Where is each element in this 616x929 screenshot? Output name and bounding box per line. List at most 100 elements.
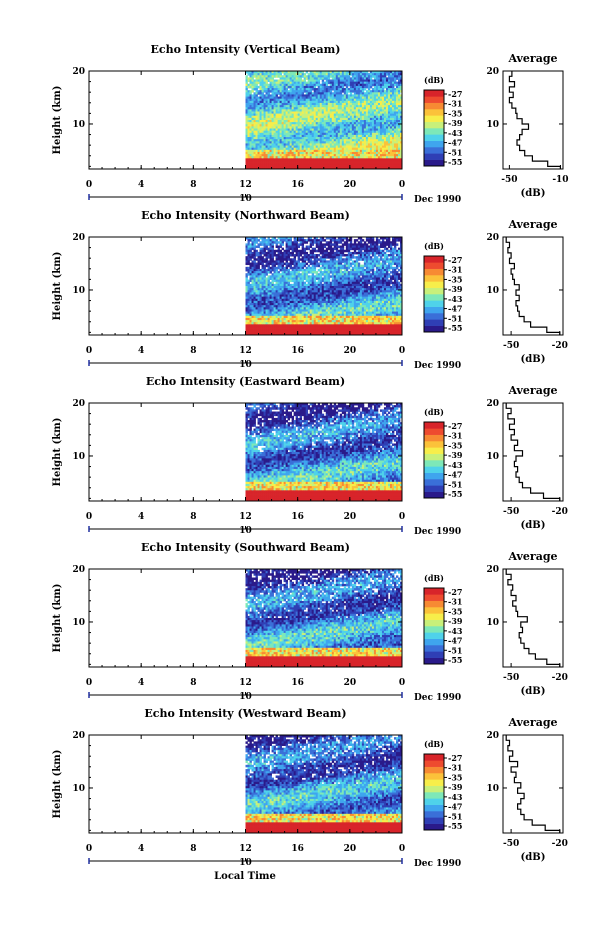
x-tick-label: 12 bbox=[239, 512, 252, 522]
colorbar-segment bbox=[424, 147, 444, 154]
colorbar-segment bbox=[424, 619, 444, 627]
colorbar-label: -51 bbox=[448, 147, 462, 157]
x-tick-label: 0 bbox=[86, 346, 92, 356]
colorbar-segment bbox=[424, 798, 444, 805]
colorbar-label: -27 bbox=[448, 255, 462, 265]
colorbar-label: -51 bbox=[448, 811, 462, 821]
colorbar-label: -51 bbox=[448, 313, 462, 323]
colorbar-label: -35 bbox=[448, 440, 462, 450]
profile-x-label: (dB) bbox=[521, 188, 546, 199]
colorbar-unit: (dB) bbox=[424, 241, 444, 251]
colorbar-label: -35 bbox=[448, 772, 462, 782]
profile-y-tick-label: 20 bbox=[486, 67, 499, 77]
x-tick-label: 20 bbox=[344, 180, 357, 190]
profile-y-tick-label: 10 bbox=[486, 120, 499, 130]
colorbar-segment bbox=[424, 657, 444, 665]
x-tick-label: 0 bbox=[399, 180, 405, 190]
profile-line bbox=[505, 403, 561, 501]
x-tick-label: 16 bbox=[291, 512, 304, 522]
profile-line bbox=[505, 237, 561, 335]
colorbar-segment bbox=[424, 128, 444, 135]
colorbar-label: -47 bbox=[448, 802, 462, 812]
heatmap-cells bbox=[245, 569, 403, 668]
x-tick-label: 12 bbox=[239, 678, 252, 688]
colorbar-segment bbox=[424, 96, 444, 103]
heatmap-cells bbox=[245, 71, 403, 170]
colorbar-segment bbox=[424, 441, 444, 448]
y-tick-label: 20 bbox=[72, 731, 85, 741]
panel-4: Echo Intensity (Southward Beam) 0 4 8 12 16 20… bbox=[52, 541, 568, 703]
colorbar-label: -55 bbox=[448, 157, 462, 167]
colorbar-label: -43 bbox=[448, 128, 463, 138]
profile-title: Average bbox=[507, 384, 557, 397]
colorbar-segment bbox=[424, 766, 444, 774]
profile-frame bbox=[502, 734, 564, 834]
x-tick-label: 8 bbox=[190, 346, 196, 356]
panel-title: Echo Intensity (Eastward Beam) bbox=[146, 375, 345, 388]
colorbar-segment bbox=[424, 760, 444, 767]
date-tick-label: 10 bbox=[239, 858, 252, 868]
profile-y-tick-label: 10 bbox=[486, 618, 499, 628]
profile-y-tick-label: 20 bbox=[486, 565, 499, 575]
colorbar-segment bbox=[424, 319, 444, 326]
colorbar-segment bbox=[424, 594, 444, 601]
colorbar-segment bbox=[424, 460, 444, 467]
profile-x-label: (dB) bbox=[521, 354, 546, 365]
colorbar-frame bbox=[423, 421, 445, 499]
colorbar-label: -35 bbox=[448, 606, 462, 616]
panel-title: Echo Intensity (Westward Beam) bbox=[144, 707, 346, 720]
profile-x-tick-label: -50 bbox=[503, 673, 519, 683]
x-tick-label: 0 bbox=[399, 844, 405, 854]
colorbar-segment bbox=[424, 434, 444, 442]
x-tick-label: 0 bbox=[399, 346, 405, 356]
x-tick-label: 12 bbox=[239, 844, 252, 854]
profile-frame bbox=[502, 402, 564, 502]
colorbar-segment bbox=[424, 140, 444, 148]
colorbar-label: -55 bbox=[448, 489, 462, 499]
colorbar-label: -31 bbox=[448, 597, 462, 607]
colorbar-unit: (dB) bbox=[424, 573, 444, 583]
colorbar-label: -43 bbox=[448, 460, 463, 470]
colorbar-label: -51 bbox=[448, 479, 462, 489]
colorbar-unit: (dB) bbox=[424, 407, 444, 417]
panel-1: Echo Intensity (Vertical Beam) 0 4 8 12 16 20 0… bbox=[52, 43, 569, 205]
colorbar-segment bbox=[424, 817, 444, 824]
x-tick-label: 20 bbox=[344, 346, 357, 356]
colorbar-label: -47 bbox=[448, 304, 462, 314]
colorbar-label: -27 bbox=[448, 421, 462, 431]
profile-line bbox=[505, 735, 561, 833]
profile-y-tick-label: 10 bbox=[486, 286, 499, 296]
profile-title: Average bbox=[507, 550, 557, 563]
profile-x-tick-label: -20 bbox=[552, 839, 568, 849]
profile-x-tick-label: -10 bbox=[552, 175, 568, 185]
colorbar-label: -43 bbox=[448, 792, 463, 802]
colorbar-label: -55 bbox=[448, 323, 462, 333]
profile-x-tick-label: -50 bbox=[503, 839, 519, 849]
x-tick-label: 12 bbox=[239, 180, 252, 190]
colorbar-segment bbox=[424, 447, 444, 454]
colorbar-segment bbox=[424, 256, 444, 263]
colorbar-segment bbox=[424, 651, 444, 658]
panel-5: Echo Intensity (Westward Beam) 0 4 8 12 16 20 0… bbox=[52, 707, 568, 869]
y-axis-label: Height (km) bbox=[52, 750, 63, 819]
profile-line bbox=[505, 569, 561, 667]
y-tick-label: 10 bbox=[72, 618, 85, 628]
colorbar-segment bbox=[424, 804, 444, 812]
x-tick-label: 12 bbox=[239, 346, 252, 356]
colorbar-label: -35 bbox=[448, 108, 462, 118]
y-tick-label: 20 bbox=[72, 399, 85, 409]
colorbar-segment bbox=[424, 785, 444, 793]
x-tick-label: 16 bbox=[291, 678, 304, 688]
colorbar-label: -31 bbox=[448, 763, 462, 773]
profile-line bbox=[508, 71, 561, 169]
y-tick-label: 20 bbox=[72, 67, 85, 77]
colorbar-label: -43 bbox=[448, 626, 463, 636]
profile-x-label: (dB) bbox=[521, 686, 546, 697]
colorbar-label: -55 bbox=[448, 655, 462, 665]
x-tick-label: 4 bbox=[138, 678, 144, 688]
profile-frame bbox=[502, 236, 564, 336]
colorbar-label: -47 bbox=[448, 636, 462, 646]
y-tick-label: 10 bbox=[72, 784, 85, 794]
colorbar-label: -39 bbox=[448, 450, 463, 460]
colorbar-segment bbox=[424, 645, 444, 652]
